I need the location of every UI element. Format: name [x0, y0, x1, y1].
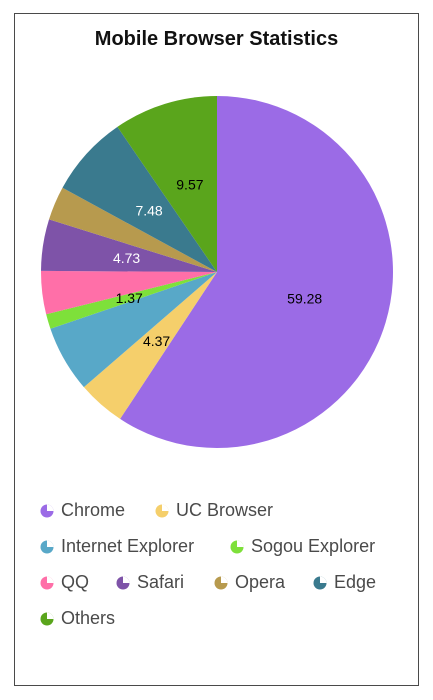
pie-legend-icon	[230, 540, 244, 553]
legend-item-qq[interactable]: QQ	[40, 572, 89, 593]
data-label-chrome: 59.28	[287, 290, 322, 306]
legend-item-sogou-explorer[interactable]: Sogou Explorer	[230, 536, 375, 557]
pie-slice-opera[interactable]	[49, 187, 217, 272]
pie-slice-others[interactable]	[117, 96, 217, 272]
legend-label: Internet Explorer	[61, 536, 195, 556]
data-label-safari: 4.73	[113, 250, 140, 266]
legend-item-opera[interactable]: Opera	[214, 572, 285, 593]
chart-title: Mobile Browser Statistics	[94, 28, 339, 50]
legend-label: Sogou Explorer	[251, 536, 376, 556]
pie-legend-icon	[40, 504, 54, 517]
pie-slice-internet-explorer[interactable]	[50, 272, 217, 388]
pie-legend-icon	[40, 576, 54, 589]
data-label-others: 9.57	[176, 177, 203, 193]
pie-chart: 59.28 4.37 1.37 4.73 7.48 9.57	[40, 96, 393, 448]
pie-slice-safari[interactable]	[41, 219, 217, 272]
legend-label: Edge	[334, 572, 377, 592]
pie-slice-qq[interactable]	[40, 270, 217, 315]
pie-legend-icon	[313, 576, 327, 589]
legend-item-others[interactable]: Others	[40, 608, 115, 629]
pie-legend-icon	[214, 576, 228, 589]
pie-slice-edge[interactable]	[62, 126, 218, 273]
legend-item-uc-browser[interactable]: UC Browser	[155, 500, 273, 521]
pie-slice-sogou-explorer[interactable]	[46, 272, 218, 329]
legend-label: Safari	[137, 572, 185, 592]
legend-item-safari[interactable]: Safari	[116, 572, 184, 593]
legend-label: Chrome	[61, 500, 126, 520]
legend-item-chrome[interactable]: Chrome	[40, 500, 125, 521]
pie-legend-icon	[40, 612, 54, 625]
data-label-sogou-explorer: 1.37	[116, 290, 143, 306]
data-label-edge: 7.48	[135, 203, 162, 219]
pie-slice-uc-browser[interactable]	[83, 272, 217, 419]
legend-label: QQ	[61, 572, 90, 592]
pie-legend-icon	[40, 540, 54, 553]
legend-item-internet-explorer[interactable]: Internet Explorer	[40, 536, 194, 557]
legend-label: UC Browser	[176, 500, 274, 520]
legend-label: Opera	[235, 572, 286, 592]
pie-slice-chrome[interactable]	[120, 96, 393, 448]
pie-legend-icon	[116, 576, 130, 589]
legend-label: Others	[61, 608, 116, 628]
legend-item-edge[interactable]: Edge	[313, 572, 376, 593]
data-label-uc-browser: 4.37	[143, 333, 170, 349]
pie-legend-icon	[155, 504, 169, 517]
